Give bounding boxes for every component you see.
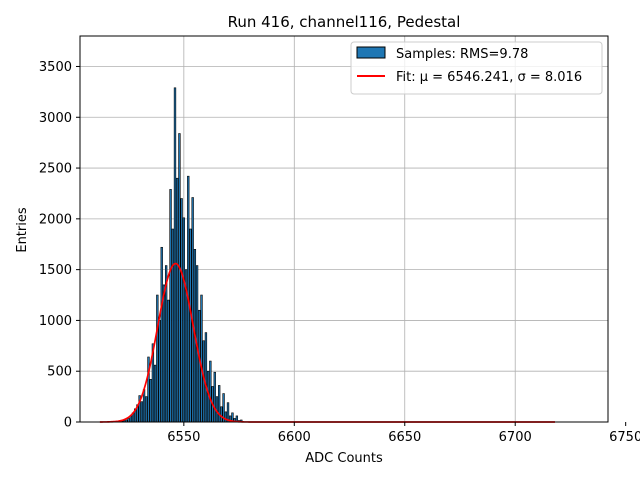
histogram-bar [127, 418, 130, 423]
histogram-bar [209, 360, 212, 423]
legend-label-samples: Samples: RMS=9.78 [396, 47, 528, 62]
y-tick-label: 2000 [39, 212, 72, 227]
x-tick-label: 6550 [167, 430, 200, 445]
histogram-bar [145, 396, 148, 423]
histogram-bar [218, 385, 221, 423]
histogram-bar [213, 371, 216, 423]
x-axis-label: ADC Counts [305, 451, 383, 466]
y-axis-ticks: 0 500 1000 1500 2000 2500 3000 3500 [39, 60, 80, 431]
histogram-bar [176, 177, 179, 423]
x-axis-ticks: 6550 6600 6650 6700 6750 [167, 422, 640, 445]
histogram-bar [224, 411, 227, 423]
y-tick-label: 500 [47, 365, 72, 380]
legend-label-fit: Fit: μ = 6546.241, σ = 8.016 [396, 70, 582, 85]
histogram-bar [198, 309, 201, 423]
histogram-bar [149, 379, 152, 423]
histogram-bar [182, 217, 185, 423]
histogram-bars [120, 87, 243, 423]
y-tick-label: 3500 [39, 60, 72, 75]
y-tick-label: 2500 [39, 162, 72, 177]
y-tick-label: 1500 [39, 263, 72, 278]
histogram-bar [191, 197, 194, 423]
y-tick-label: 1000 [39, 314, 72, 329]
histogram-bar [160, 246, 163, 423]
x-tick-label: 6750 [609, 430, 640, 445]
histogram-bar [156, 294, 159, 423]
histogram-bar [171, 228, 174, 423]
histogram-bar [189, 228, 192, 423]
x-tick-label: 6700 [499, 430, 532, 445]
histogram-bar [169, 189, 172, 423]
y-tick-label: 3000 [39, 111, 72, 126]
histogram-bar [167, 299, 170, 423]
histogram-bar [220, 406, 223, 423]
chart-title: Run 416, channel116, Pedestal [228, 13, 461, 31]
histogram-bar [140, 401, 144, 423]
legend: Samples: RMS=9.78 Fit: μ = 6546.241, σ =… [350, 41, 603, 95]
plot-frame [79, 35, 609, 423]
y-axis-label: Entries [15, 207, 30, 253]
histogram-bar [173, 87, 177, 423]
histogram-bar [178, 133, 181, 423]
legend-swatch-samples [356, 46, 386, 59]
histogram-bar [162, 284, 166, 423]
x-tick-label: 6650 [388, 430, 421, 445]
histogram-bar [158, 320, 161, 423]
histogram-bar [180, 198, 183, 423]
histogram-bar [142, 389, 146, 423]
y-tick-label: 0 [64, 416, 72, 431]
histogram-bar [215, 396, 219, 423]
histogram-bar [200, 294, 203, 423]
legend-box [350, 41, 603, 95]
histogram-bar [204, 332, 208, 423]
x-tick-label: 6600 [278, 430, 311, 445]
histogram-bar [153, 364, 157, 423]
